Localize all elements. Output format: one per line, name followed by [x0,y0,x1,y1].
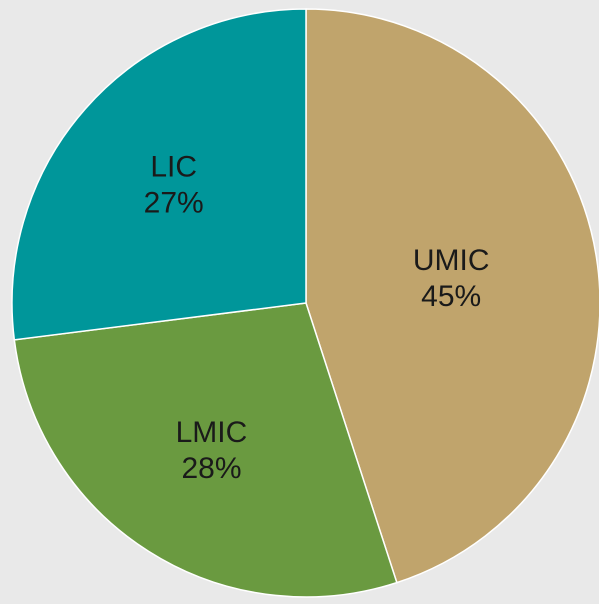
slice-value-label: 45% [421,280,481,313]
pie-slice [305,8,599,584]
pie-slice [11,8,307,341]
slice-value-label: 27% [144,186,204,219]
slice-label: LIC [150,150,197,183]
slice-label: LMIC [176,416,248,449]
slice-label: UMIC [413,244,490,277]
slice-value-label: 28% [181,452,241,485]
pie-slice [13,302,398,598]
